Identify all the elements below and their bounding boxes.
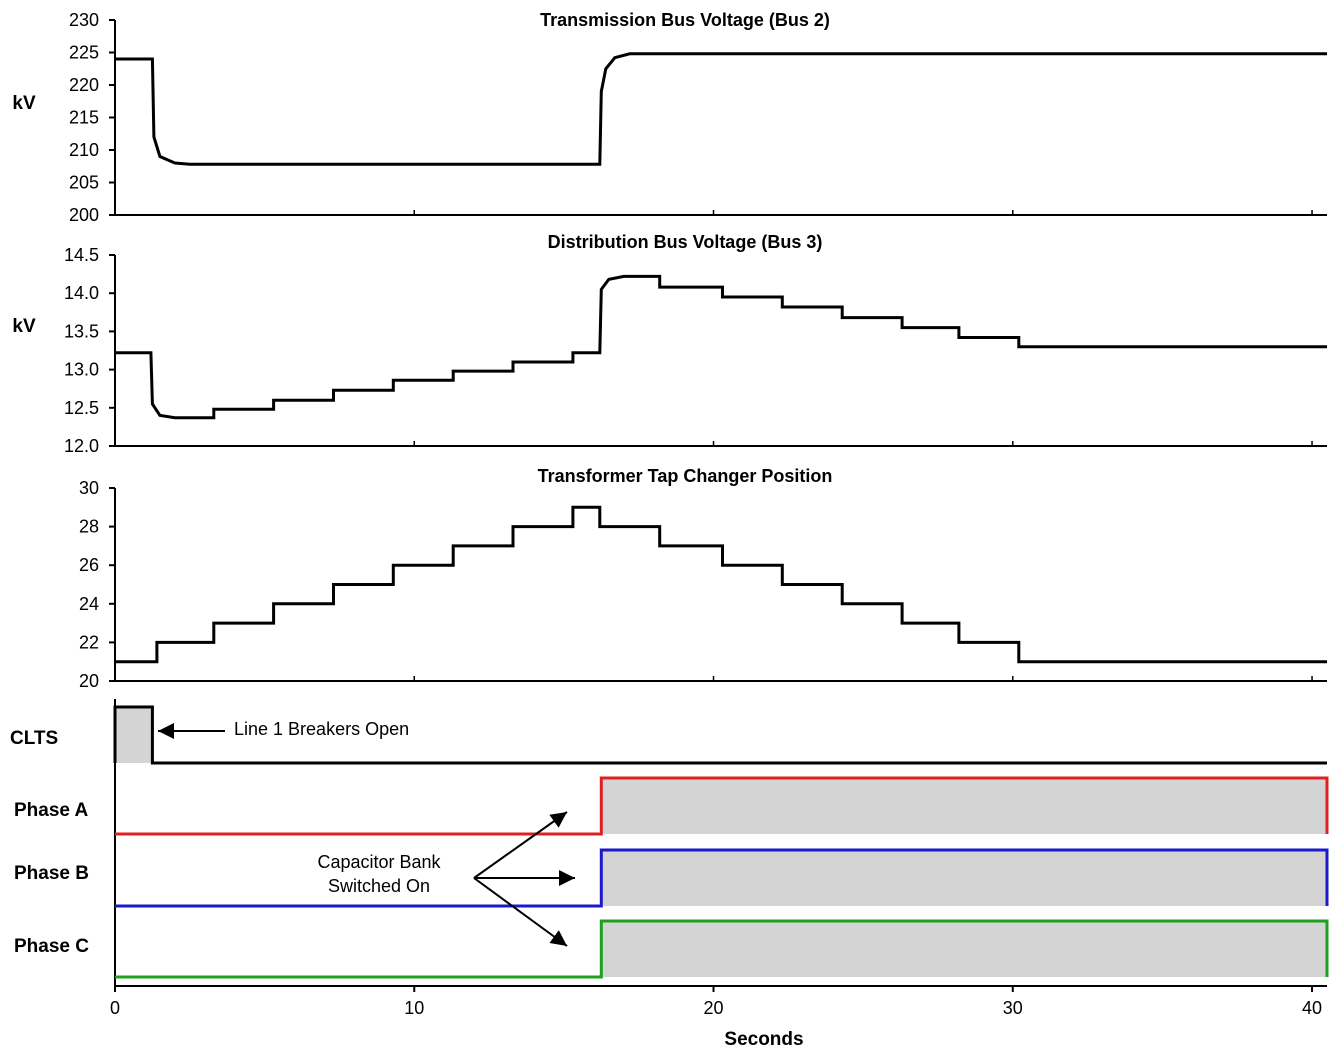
phase-a-label: Phase A [14,800,89,821]
breaker-open-annotation: Line 1 Breakers Open [234,719,409,739]
panel-2-ylabel: kV [12,316,36,337]
y-tick-label: 20 [79,671,99,691]
signal-on-region-0 [115,707,153,763]
y-tick-label: 225 [69,43,99,63]
x-axis-ticks: 0 10 20 30 40 [110,985,1327,1018]
x-tick-label: 20 [704,998,724,1018]
phase-c-label: Phase C [14,936,89,957]
signal-on-region-2 [601,850,1327,906]
y-tick-label: 24 [79,594,99,614]
y-tick-label: 14.5 [64,245,99,265]
clts-label: CLTS [10,728,58,749]
x-tick-label: 0 [110,998,120,1018]
y-tick-label: 13.0 [64,360,99,380]
panel-distribution-voltage: Distribution Bus Voltage (Bus 3) kV 12.0… [12,232,1327,456]
panel-digital-signals: CLTS Phase A Phase B Phase C Line 1 Brea… [10,699,1329,986]
capacitor-annotation-line-2: Switched On [328,876,430,896]
series-line-tap-position [115,505,1327,664]
series-line-bus3 [115,274,1327,420]
panel-3-ticks: 20 22 24 26 28 30 [79,478,1327,691]
y-tick-label: 205 [69,173,99,193]
x-tick-label: 40 [1302,998,1322,1018]
y-tick-label: 28 [79,517,99,537]
x-tick-label: 30 [1003,998,1023,1018]
signal-on-region-3 [601,921,1327,977]
panel-2-title: Distribution Bus Voltage (Bus 3) [548,232,823,252]
signal-trace-3 [115,919,1329,979]
panel-1-title: Transmission Bus Voltage (Bus 2) [540,10,830,30]
signal-trace-1 [115,776,1329,836]
panel-tap-changer: Transformer Tap Changer Position 2022242… [79,466,1327,691]
y-tick-label: 200 [69,205,99,225]
capacitor-annotation-line-1: Capacitor Bank [317,852,441,872]
y-tick-label: 230 [69,10,99,30]
y-tick-label: 22 [79,632,99,652]
signal-trace-0 [113,705,1327,765]
series-line-bus2 [115,52,1327,166]
signal-trace-2 [115,848,1329,908]
y-tick-label: 215 [69,108,99,128]
panel-1-ylabel: kV [12,93,36,114]
capacitor-arrow-c [473,877,568,947]
y-tick-label: 26 [79,555,99,575]
y-tick-label: 220 [69,75,99,95]
y-tick-label: 12.5 [64,398,99,418]
y-tick-label: 14.0 [64,283,99,303]
digital-rows [113,699,1329,986]
x-axis: 0 10 20 30 40 Seconds [110,985,1327,1049]
y-tick-label: 12.0 [64,436,99,456]
capacitor-arrow-a [473,811,568,879]
y-tick-label: 210 [69,140,99,160]
x-axis-label: Seconds [724,1029,803,1049]
y-tick-label: 13.5 [64,321,99,341]
y-tick-label: 30 [79,478,99,498]
signal-on-region-1 [601,778,1327,834]
panel-transmission-voltage: Transmission Bus Voltage (Bus 2) kV 2002… [12,10,1327,225]
panel-1-ticks: 200 205 210 215 220 225 230 [69,10,1327,225]
phase-b-label: Phase B [14,863,89,884]
panel-3-title: Transformer Tap Changer Position [538,466,833,486]
x-tick-label: 10 [404,998,424,1018]
panel-2-ticks: 12.0 12.5 13.0 13.5 14.0 14.5 [64,245,1327,456]
